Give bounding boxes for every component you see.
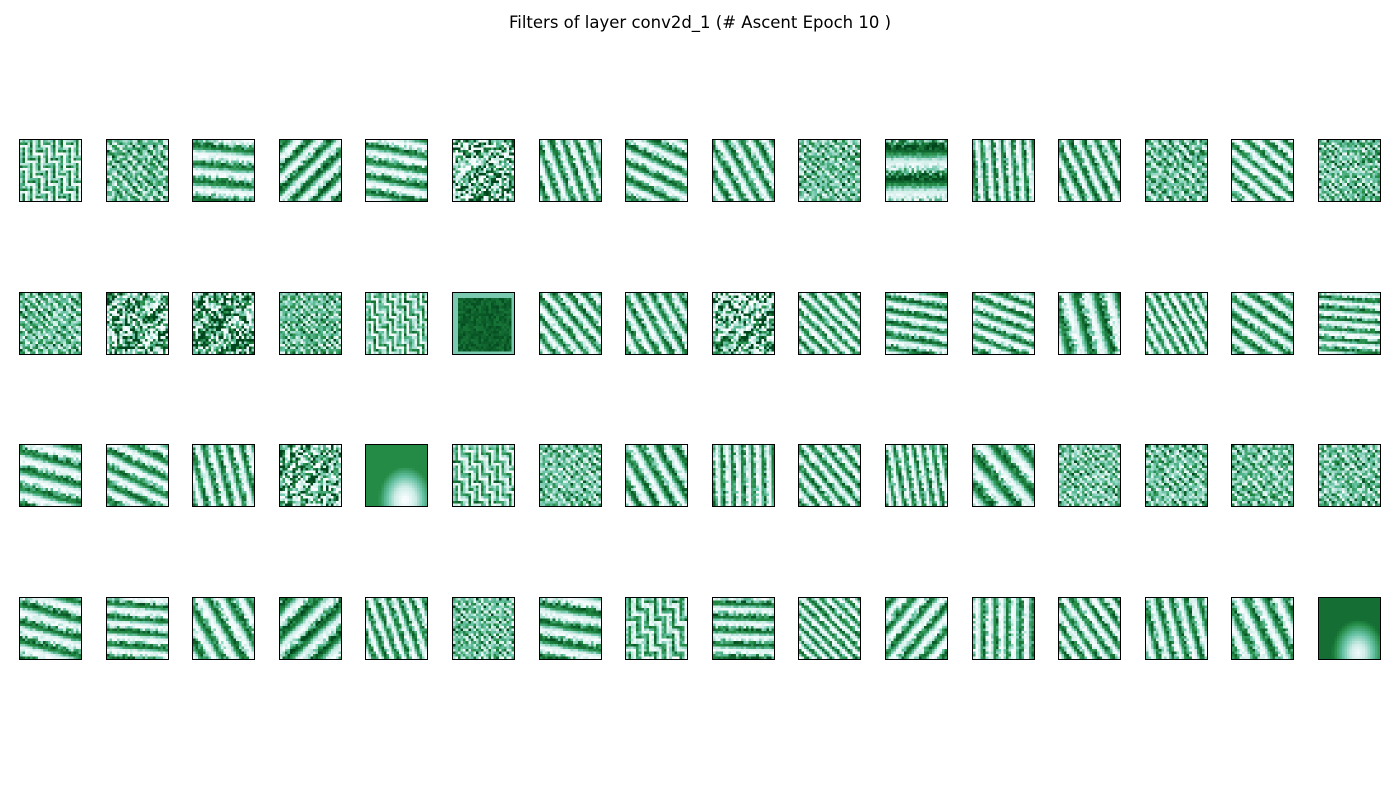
filter-tile — [885, 139, 948, 202]
filter-tile — [192, 444, 256, 507]
filter-tile — [278, 291, 342, 355]
filter-tile — [1231, 444, 1295, 507]
filter-tile — [798, 291, 862, 355]
filter-tile — [971, 139, 1035, 202]
filter-tile — [711, 139, 775, 202]
filter-tile — [1058, 596, 1122, 660]
filter-tile — [625, 291, 689, 355]
filter-tile — [798, 444, 862, 507]
filter-tile — [1058, 139, 1122, 202]
filter-tile — [798, 596, 862, 660]
filter-tile — [798, 139, 862, 202]
filter-tile — [711, 596, 775, 660]
filter-tile — [105, 139, 169, 202]
filter-tile — [1318, 444, 1381, 507]
filter-tile — [105, 444, 169, 507]
filter-tile — [1318, 596, 1381, 660]
filter-tile — [452, 291, 515, 355]
filter-tile — [1318, 291, 1381, 355]
filter-tile — [192, 291, 256, 355]
filter-tile — [278, 444, 342, 507]
filter-tile — [1231, 139, 1295, 202]
filter-tile — [365, 139, 429, 202]
filter-tile — [1058, 291, 1122, 355]
filter-tile — [538, 596, 602, 660]
filter-tile — [452, 596, 515, 660]
filter-tile — [885, 444, 948, 507]
filter-tile — [1144, 291, 1208, 355]
filter-tile — [625, 444, 689, 507]
filter-tile — [885, 596, 948, 660]
filter-tile — [625, 596, 689, 660]
filter-tile — [1144, 596, 1208, 660]
filter-tile — [625, 139, 689, 202]
filter-tile — [1058, 444, 1122, 507]
filter-tile — [278, 139, 342, 202]
filter-tile — [1231, 291, 1295, 355]
filter-tile — [278, 596, 342, 660]
filter-tile — [19, 139, 82, 202]
filter-tile — [538, 139, 602, 202]
filter-tile — [1144, 139, 1208, 202]
filter-tile — [19, 291, 82, 355]
filter-tile — [971, 444, 1035, 507]
filter-tile — [971, 291, 1035, 355]
filter-tile — [538, 444, 602, 507]
filter-tile — [365, 444, 429, 507]
filter-tile — [105, 291, 169, 355]
filter-tile — [711, 291, 775, 355]
filter-tile — [452, 444, 515, 507]
filter-tile — [105, 596, 169, 660]
figure-title: Filters of layer conv2d_1 (# Ascent Epoc… — [508, 13, 892, 32]
filter-tile — [1144, 444, 1208, 507]
filter-tile — [192, 139, 256, 202]
filter-tile — [19, 596, 82, 660]
filter-tile — [1231, 596, 1295, 660]
filter-tile — [365, 596, 429, 660]
filter-tile — [19, 444, 82, 507]
filter-tile — [885, 291, 948, 355]
filter-tile — [711, 444, 775, 507]
filter-tile — [365, 291, 429, 355]
filter-tile — [1318, 139, 1381, 202]
filter-tile — [192, 596, 256, 660]
filter-tile — [971, 596, 1035, 660]
filter-tile — [538, 291, 602, 355]
filter-tile — [452, 139, 515, 202]
